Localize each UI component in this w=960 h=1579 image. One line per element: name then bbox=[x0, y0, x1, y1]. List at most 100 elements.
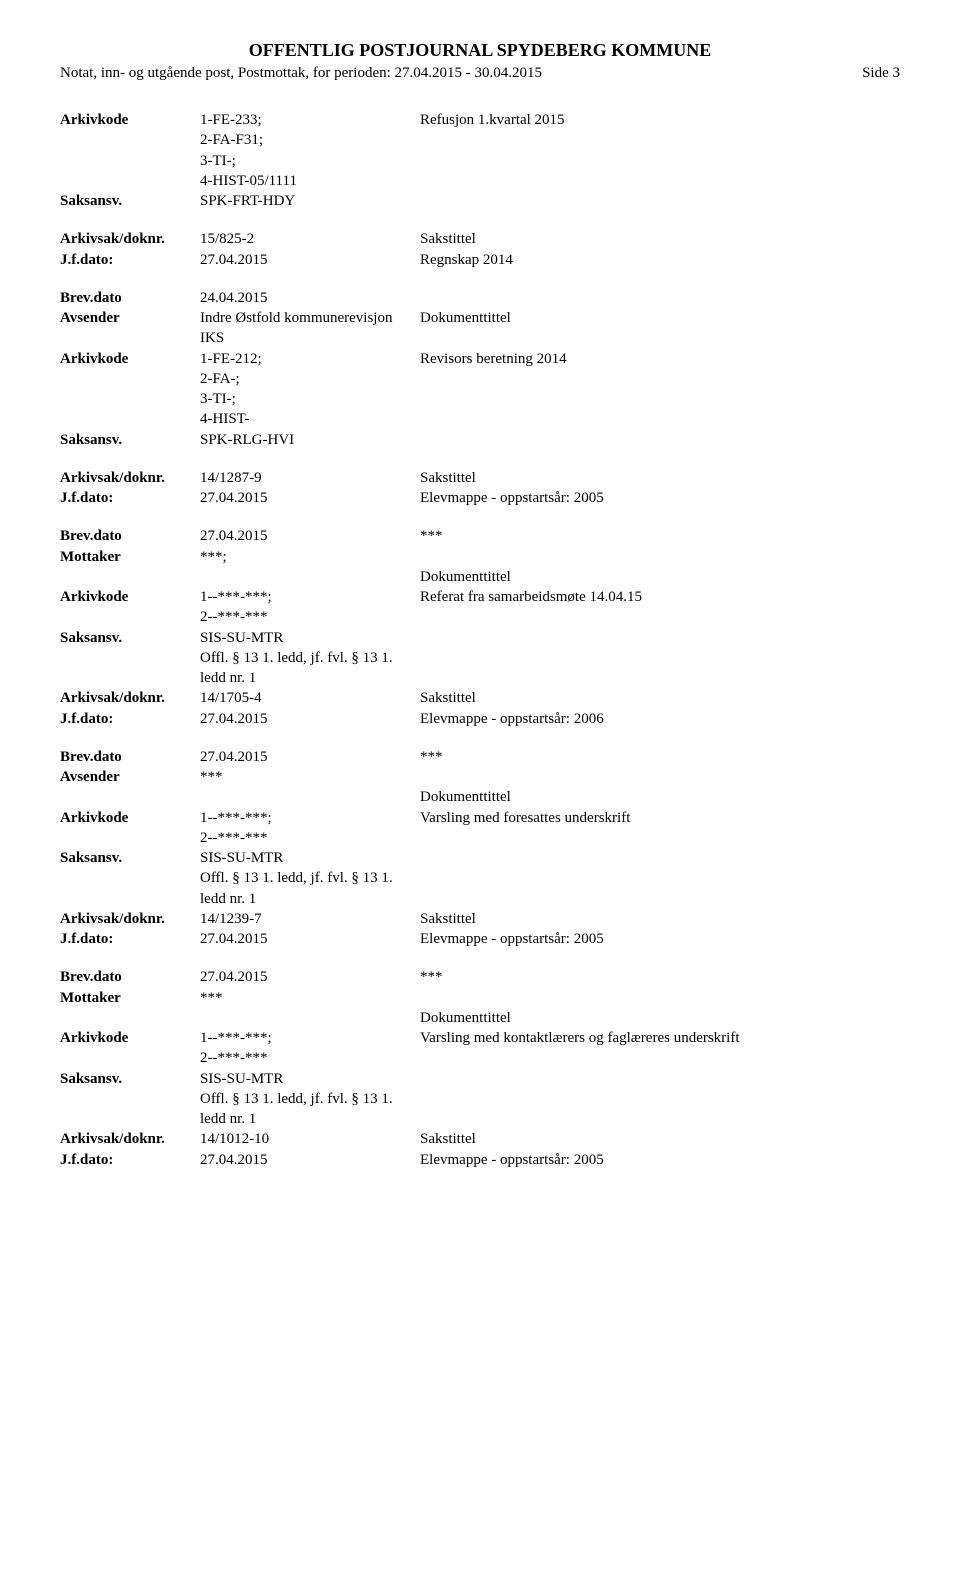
page-number: Side 3 bbox=[862, 65, 900, 82]
record-row: J.f.dato:27.04.2015Regnskap 2014 bbox=[60, 250, 900, 270]
row-value: 14/1012-10 bbox=[200, 1129, 420, 1149]
record-row: Mottaker***; bbox=[60, 547, 900, 567]
row-description: Regnskap 2014 bbox=[420, 250, 900, 270]
record-row: Mottaker*** bbox=[60, 988, 900, 1008]
row-description: Elevmappe - oppstartsår: 2005 bbox=[420, 488, 900, 508]
row-value: SPK-FRT-HDY bbox=[200, 191, 420, 211]
row-label: Avsender bbox=[60, 308, 200, 328]
record-row: AvsenderIndre Østfold kommunerevisjon IK… bbox=[60, 308, 900, 349]
record: Brev.dato27.04.2015***Mottaker***Dokumen… bbox=[60, 967, 900, 1170]
record-row: Arkivsak/doknr.15/825-2Sakstittel bbox=[60, 229, 900, 249]
row-label: J.f.dato: bbox=[60, 929, 200, 949]
record-gap bbox=[60, 733, 900, 747]
row-description: Sakstittel bbox=[420, 468, 900, 488]
row-label: Arkivkode bbox=[60, 808, 200, 828]
row-value: SPK-RLG-HVI bbox=[200, 430, 420, 450]
row-description: Elevmappe - oppstartsår: 2005 bbox=[420, 1150, 900, 1170]
record-row: Offl. § 13 1. ledd, jf. fvl. § 13 1. led… bbox=[60, 648, 900, 689]
record-row: Saksansv.SIS-SU-MTR bbox=[60, 1069, 900, 1089]
row-value: 27.04.2015 bbox=[200, 929, 420, 949]
row-label: Arkivkode bbox=[60, 1028, 200, 1048]
row-label: Avsender bbox=[60, 767, 200, 787]
record-row: Offl. § 13 1. ledd, jf. fvl. § 13 1. led… bbox=[60, 868, 900, 909]
row-label: Brev.dato bbox=[60, 967, 200, 987]
record-row: Saksansv.SIS-SU-MTR bbox=[60, 628, 900, 648]
row-label: Arkivsak/doknr. bbox=[60, 1129, 200, 1149]
row-description: Dokumenttittel bbox=[420, 308, 900, 328]
row-description: Sakstittel bbox=[420, 229, 900, 249]
record-row: Arkivkode1-FE-212; 2-FA-; 3-TI-; 4-HIST-… bbox=[60, 349, 900, 430]
row-description: Revisors beretning 2014 bbox=[420, 349, 900, 369]
row-value: Offl. § 13 1. ledd, jf. fvl. § 13 1. led… bbox=[200, 868, 420, 909]
record-gap bbox=[60, 953, 900, 967]
row-value: 1--***-***; 2--***-*** bbox=[200, 1028, 420, 1069]
record-gap bbox=[60, 215, 900, 229]
record-row: J.f.dato:27.04.2015Elevmappe - oppstarts… bbox=[60, 488, 900, 508]
row-label: Brev.dato bbox=[60, 288, 200, 308]
row-label: J.f.dato: bbox=[60, 1150, 200, 1170]
row-description: Sakstittel bbox=[420, 688, 900, 708]
row-description: *** bbox=[420, 967, 900, 987]
record-row: Dokumenttittel bbox=[60, 567, 900, 587]
row-label: Saksansv. bbox=[60, 1069, 200, 1089]
row-description: *** bbox=[420, 747, 900, 767]
row-label: Brev.dato bbox=[60, 526, 200, 546]
row-value: 14/1287-9 bbox=[200, 468, 420, 488]
record-row: Brev.dato27.04.2015*** bbox=[60, 967, 900, 987]
record-row: Arkivsak/doknr.14/1287-9Sakstittel bbox=[60, 468, 900, 488]
row-label: J.f.dato: bbox=[60, 250, 200, 270]
row-label: Saksansv. bbox=[60, 628, 200, 648]
row-value: SIS-SU-MTR bbox=[200, 628, 420, 648]
records-container: Arkivkode1-FE-233; 2-FA-F31; 3-TI-; 4-HI… bbox=[60, 110, 900, 1188]
record-row: Arkivkode1--***-***; 2--***-***Referat f… bbox=[60, 587, 900, 628]
row-description: Referat fra samarbeidsmøte 14.04.15 bbox=[420, 587, 900, 607]
row-value: ***; bbox=[200, 547, 420, 567]
record-row: J.f.dato:27.04.2015Elevmappe - oppstarts… bbox=[60, 1150, 900, 1170]
record-gap bbox=[60, 274, 900, 288]
record-row: Brev.dato27.04.2015*** bbox=[60, 747, 900, 767]
record-row: Brev.dato27.04.2015*** bbox=[60, 526, 900, 546]
row-label: Arkivkode bbox=[60, 587, 200, 607]
row-label: Arkivkode bbox=[60, 110, 200, 130]
row-description: Dokumenttittel bbox=[420, 567, 900, 587]
row-label: Saksansv. bbox=[60, 848, 200, 868]
sub-header: Notat, inn- og utgående post, Postmottak… bbox=[60, 65, 900, 82]
record-row: Arkivkode1-FE-233; 2-FA-F31; 3-TI-; 4-HI… bbox=[60, 110, 900, 191]
record: Brev.dato24.04.2015AvsenderIndre Østfold… bbox=[60, 288, 900, 450]
record: Brev.dato27.04.2015***Avsender***Dokumen… bbox=[60, 747, 900, 950]
row-label: Saksansv. bbox=[60, 191, 200, 211]
row-label: Arkivsak/doknr. bbox=[60, 468, 200, 488]
row-label: Saksansv. bbox=[60, 430, 200, 450]
row-description: Elevmappe - oppstartsår: 2006 bbox=[420, 709, 900, 729]
record-row: Arkivsak/doknr.14/1012-10Sakstittel bbox=[60, 1129, 900, 1149]
row-value: 1-FE-212; 2-FA-; 3-TI-; 4-HIST- bbox=[200, 349, 420, 430]
row-value: SIS-SU-MTR bbox=[200, 848, 420, 868]
row-value: 1--***-***; 2--***-*** bbox=[200, 587, 420, 628]
record-row: Avsender*** bbox=[60, 767, 900, 787]
row-value: 1--***-***; 2--***-*** bbox=[200, 808, 420, 849]
row-value: 27.04.2015 bbox=[200, 747, 420, 767]
row-description: Sakstittel bbox=[420, 909, 900, 929]
row-label: Arkivsak/doknr. bbox=[60, 229, 200, 249]
row-value: 24.04.2015 bbox=[200, 288, 420, 308]
row-description: Varsling med foresattes underskrift bbox=[420, 808, 900, 828]
row-label: Mottaker bbox=[60, 547, 200, 567]
record-row: Arkivsak/doknr.14/1705-4Sakstittel bbox=[60, 688, 900, 708]
row-value: Indre Østfold kommunerevisjon IKS bbox=[200, 308, 420, 349]
period-text: Notat, inn- og utgående post, Postmottak… bbox=[60, 65, 542, 82]
record-row: Saksansv.SPK-RLG-HVI bbox=[60, 430, 900, 450]
row-value: Offl. § 13 1. ledd, jf. fvl. § 13 1. led… bbox=[200, 1089, 420, 1130]
record-row: J.f.dato:27.04.2015Elevmappe - oppstarts… bbox=[60, 709, 900, 729]
row-value: 14/1239-7 bbox=[200, 909, 420, 929]
record-row: Arkivkode1--***-***; 2--***-***Varsling … bbox=[60, 808, 900, 849]
row-label: Arkivsak/doknr. bbox=[60, 688, 200, 708]
row-label: Arkivsak/doknr. bbox=[60, 909, 200, 929]
row-value: *** bbox=[200, 988, 420, 1008]
row-label: J.f.dato: bbox=[60, 488, 200, 508]
record: Arkivsak/doknr.14/1287-9SakstittelJ.f.da… bbox=[60, 468, 900, 509]
row-value: 27.04.2015 bbox=[200, 526, 420, 546]
record-gap bbox=[60, 1174, 900, 1188]
record-row: Brev.dato24.04.2015 bbox=[60, 288, 900, 308]
row-description: *** bbox=[420, 526, 900, 546]
row-value: 27.04.2015 bbox=[200, 967, 420, 987]
